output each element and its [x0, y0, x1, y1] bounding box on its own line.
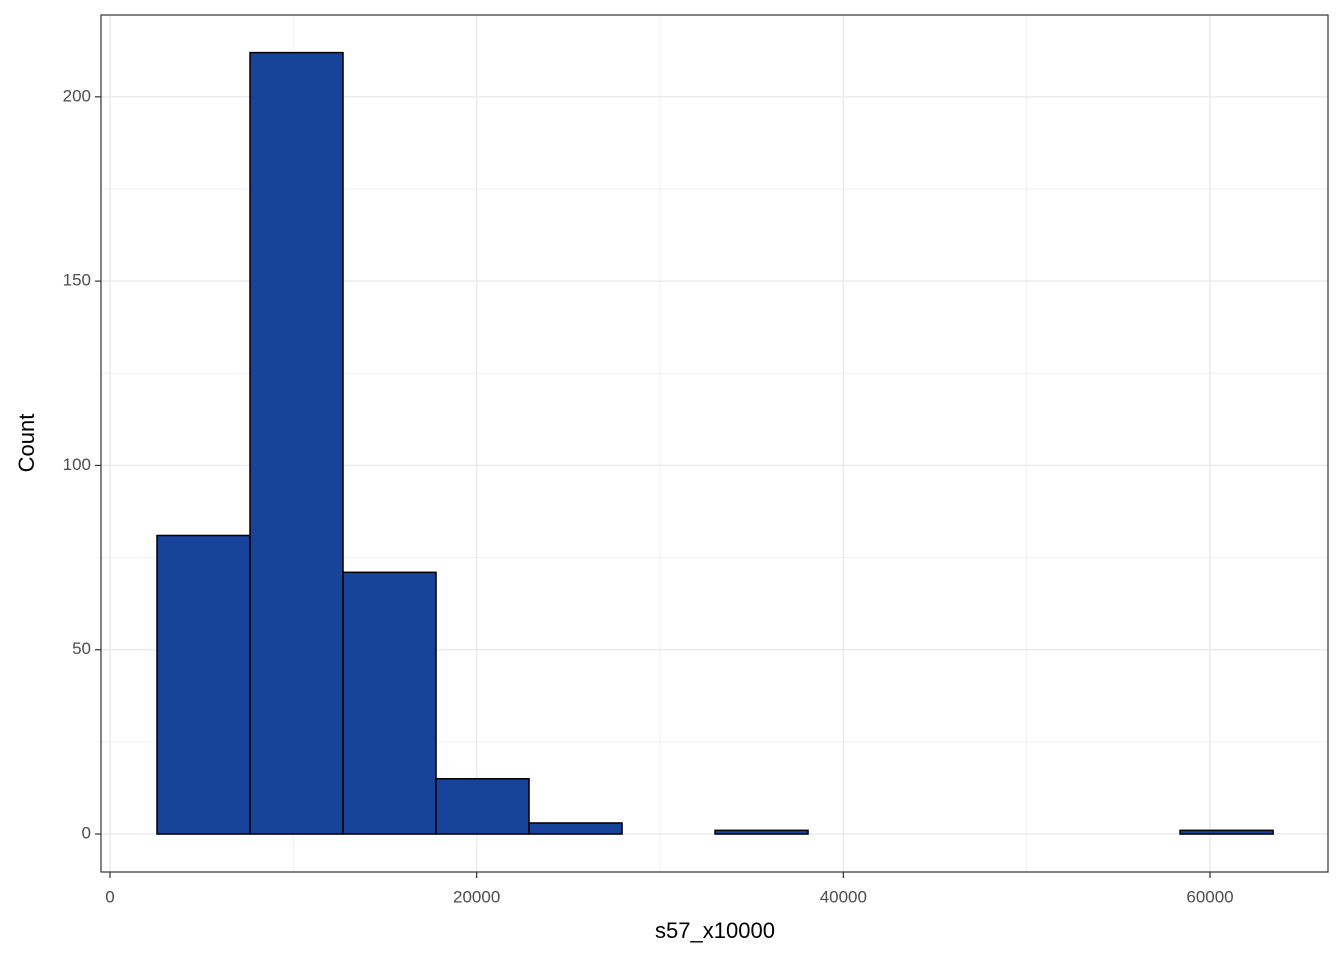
bar [342, 571, 437, 835]
bar [1179, 829, 1274, 835]
y-tick-label: 0 [82, 824, 91, 843]
y-tick-label: 150 [63, 271, 91, 290]
bar [156, 534, 251, 835]
x-axis-title: s57_x10000 [655, 918, 775, 943]
bar [435, 777, 530, 835]
bar [249, 51, 344, 835]
panel-border [100, 14, 1329, 873]
y-tick-label: 200 [63, 86, 91, 105]
x-tick-label: 40000 [820, 887, 867, 906]
bar [528, 822, 623, 835]
y-tick-label: 100 [63, 455, 91, 474]
y-tick-label: 50 [72, 639, 91, 658]
x-tick-label: 60000 [1186, 887, 1233, 906]
y-axis-title: Count [14, 414, 39, 473]
x-tick-label: 20000 [453, 887, 500, 906]
x-tick-label: 0 [105, 887, 114, 906]
bar [714, 829, 809, 835]
